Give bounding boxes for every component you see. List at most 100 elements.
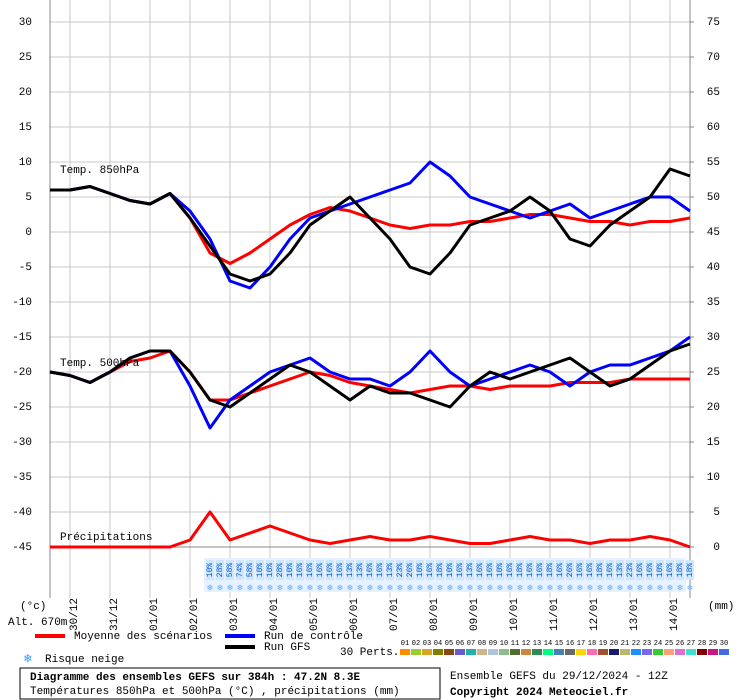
y-tick-label: -30 (12, 437, 32, 449)
y-tick-label: 0 (25, 227, 32, 239)
pert-swatch (642, 649, 652, 655)
pert-swatch (422, 649, 432, 655)
snow-risk-label: 26% (406, 563, 415, 578)
snow-risk-label: 18% (686, 563, 695, 578)
snowflake: ❄ (327, 583, 333, 593)
snow-cell (376, 560, 384, 580)
pert-label: 03 (423, 640, 431, 648)
snow-cell (426, 560, 434, 580)
snowflake: ❄ (487, 583, 493, 593)
y2-tick-label: 25 (707, 367, 720, 379)
snowflake: ❄ (337, 583, 343, 593)
pert-label: 17 (577, 640, 585, 648)
y2-tick-label: 75 (707, 17, 720, 29)
x-tick-label: 11/01 (549, 598, 561, 631)
snow-risk-label: 16% (666, 563, 675, 578)
x-tick-label: 05/01 (309, 598, 321, 631)
y-tick-label: -25 (12, 402, 32, 414)
snow-risk-label: 16% (506, 563, 515, 578)
pert-label: 05 (445, 640, 453, 648)
snowflake: ❄ (557, 583, 563, 593)
snowflake: ❄ (457, 583, 463, 593)
pert-label: 02 (412, 640, 420, 648)
x-tick-label: 02/01 (189, 598, 201, 631)
snowflake: ❄ (277, 583, 283, 593)
snowflake: ❄ (657, 583, 663, 593)
snow-risk-label: 13% (616, 563, 625, 578)
y-tick-label: -15 (12, 332, 32, 344)
pert-swatch (532, 649, 542, 655)
snow-cell (466, 560, 474, 580)
snowflake: ❄ (237, 583, 243, 593)
pert-swatch (499, 649, 509, 655)
y2-tick-label: 40 (707, 262, 720, 274)
snow-cell (316, 560, 324, 580)
pert-label: 09 (489, 640, 497, 648)
pert-label: 25 (665, 640, 673, 648)
pert-swatch (433, 649, 443, 655)
y2-tick-label: 65 (707, 87, 720, 99)
snowflake: ❄ (307, 583, 313, 593)
pert-swatch (719, 649, 729, 655)
pert-label: 11 (511, 640, 519, 648)
snow-risk-label: 23% (626, 563, 635, 578)
snow-risk-label: 16% (316, 563, 325, 578)
snow-risk-label: 13% (356, 563, 365, 578)
snow-cell (686, 560, 694, 580)
snow-cell (656, 560, 664, 580)
pert-label: 30 (720, 640, 728, 648)
pert-swatch (609, 649, 619, 655)
snowflake: ❄ (587, 583, 593, 593)
snowflake: ❄ (377, 583, 383, 593)
snowflake: ❄ (617, 583, 623, 593)
snow-risk-label: 16% (586, 563, 595, 578)
pert-swatch (664, 649, 674, 655)
y-tick-label: -20 (12, 367, 32, 379)
series-line (49, 342, 691, 409)
pert-swatch (554, 649, 564, 655)
pert-label: 08 (478, 640, 486, 648)
snow-cell (216, 560, 224, 580)
snow-cell (676, 560, 684, 580)
snow-risk-label: 16% (576, 563, 585, 578)
pert-label: 21 (621, 640, 629, 648)
y2-tick-label: 45 (707, 227, 720, 239)
x-tick-label: 07/01 (389, 598, 401, 631)
x-tick-label: 09/01 (469, 598, 481, 631)
snowflake: ❄ (537, 583, 543, 593)
snow-cell (536, 560, 544, 580)
snowflake: ❄ (447, 583, 453, 593)
x-tick-label: 30/12 (69, 598, 81, 631)
snow-risk-label: 18% (436, 563, 445, 578)
y-tick-label: 25 (19, 52, 32, 64)
pert-swatch (477, 649, 487, 655)
snow-cell (356, 560, 364, 580)
snow-risk-label: 10% (656, 563, 665, 578)
x-tick-label: 08/01 (429, 598, 441, 631)
snow-cell (266, 560, 274, 580)
snowflake: ❄ (527, 583, 533, 593)
snow-cell (236, 560, 244, 580)
snow-cell (506, 560, 514, 580)
snow-cell (366, 560, 374, 580)
snow-cell (386, 560, 394, 580)
series-line (50, 167, 691, 283)
snow-cell (596, 560, 604, 580)
pert-swatch (708, 649, 718, 655)
x-tick-label: 10/01 (509, 598, 521, 631)
snow-cell (566, 560, 574, 580)
snow-risk-label: 16% (646, 563, 655, 578)
snow-risk-label: 23% (396, 563, 405, 578)
pert-label: 15 (555, 640, 563, 648)
y-tick-label: -45 (12, 542, 32, 554)
pert-label: 07 (467, 640, 475, 648)
y2-tick-label: 35 (707, 297, 720, 309)
snow-risk-label: 16% (306, 563, 315, 578)
pert-label: 26 (676, 640, 684, 648)
legend-label: Run GFS (264, 642, 311, 654)
pert-swatch (543, 649, 553, 655)
snow-cell (626, 560, 634, 580)
snow-risk-label: 16% (456, 563, 465, 578)
snowflake: ❄ (267, 583, 273, 593)
